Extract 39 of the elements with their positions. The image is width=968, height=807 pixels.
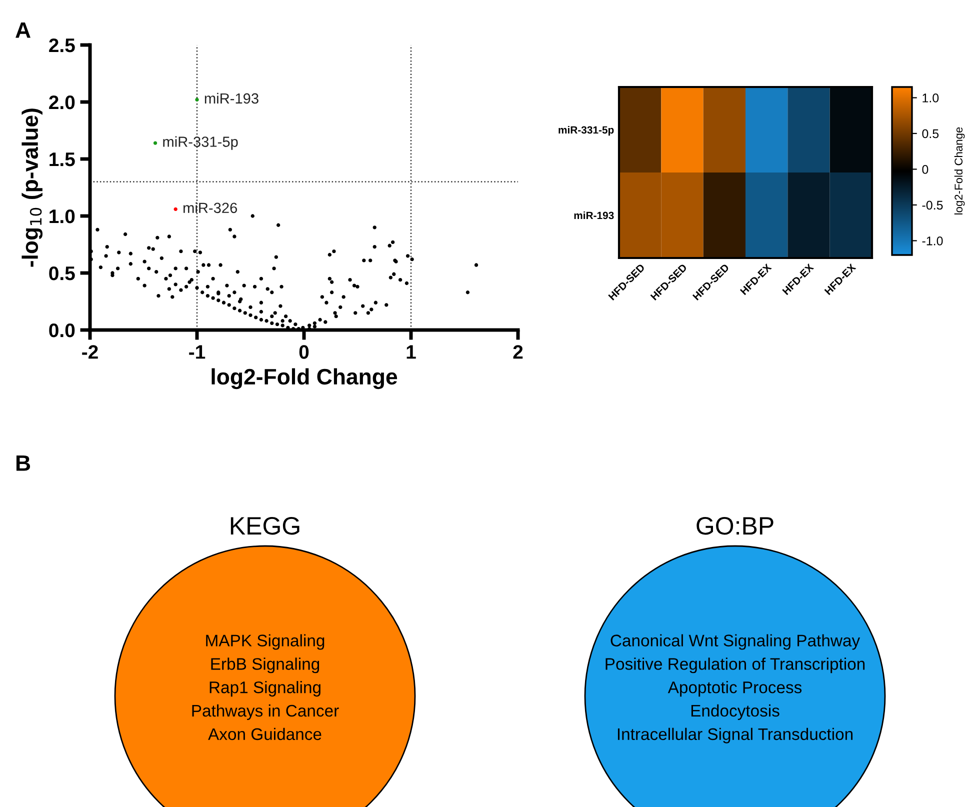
y-axis-title: -log$_{10}$ (p-value)	[22, 108, 43, 267]
x-tick-label: 0	[299, 345, 309, 359]
text: A	[16, 22, 30, 38]
y-tick-label: 1.0	[50, 209, 75, 224]
y-tick-label: 1.5	[50, 152, 75, 166]
text: ErbB Signaling	[211, 658, 320, 674]
color-bar-label: 0.5	[922, 129, 939, 138]
text: MAPK Signaling	[206, 634, 324, 650]
color-bar-label: 1.0	[922, 94, 939, 102]
y-tick-label: 2.0	[49, 95, 75, 110]
text: Canonical Wnt Signaling Pathway	[610, 634, 860, 650]
y-tick-label: 0.5	[49, 266, 75, 280]
text: Axon Guidance	[208, 728, 322, 740]
color-bar-label: 0	[922, 165, 928, 174]
color-bar-title: log2-Fold Change	[954, 127, 965, 214]
x-tick-label: 2	[513, 345, 523, 359]
annotation: miR-331-5p	[163, 136, 238, 150]
text: Endocytosis	[691, 704, 780, 720]
text: GO:BP	[696, 517, 774, 535]
text: B	[16, 455, 30, 471]
x-tick-label: -2	[82, 345, 98, 359]
point	[195, 98, 199, 102]
y-tick-label: 2.5	[49, 38, 75, 52]
annotation: miR-193	[204, 92, 258, 104]
x-axis-title: log2-Fold Change	[212, 368, 398, 390]
x-tick-label: 1	[406, 345, 416, 359]
point	[153, 141, 158, 145]
color-bar-label: -1.0	[922, 236, 943, 246]
text: Rap1 Signaling	[210, 681, 320, 697]
x-tick-label: -1	[189, 345, 206, 359]
color-bar-label: -0.5	[922, 200, 943, 210]
text: Intracellular Signal Transduction	[618, 728, 853, 744]
text: Pathways in Cancer	[192, 704, 339, 720]
annotation: miR-326	[184, 202, 238, 214]
y-tick-label: 0.0	[49, 323, 75, 338]
text: Apoptotic Process	[668, 681, 802, 697]
text: Positive Regulation of Transcription	[606, 658, 865, 674]
text: KEGG	[230, 517, 300, 535]
point	[174, 207, 178, 211]
